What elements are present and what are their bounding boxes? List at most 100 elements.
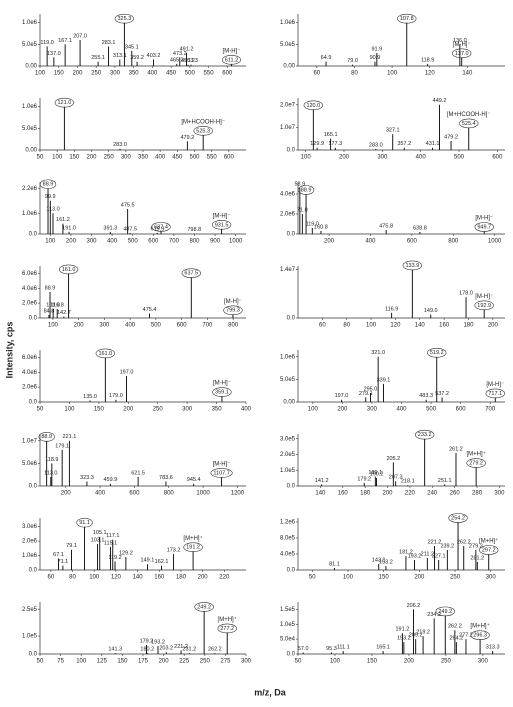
ion-annotation: [M+H]⁺ bbox=[218, 616, 237, 623]
peak-label: 251.1 bbox=[438, 478, 452, 484]
y-tick-label: 0.0 bbox=[29, 400, 38, 406]
y-tick-label: 1.0e6 bbox=[22, 553, 38, 559]
ion-annotation: [M-H]⁻ bbox=[213, 213, 231, 219]
x-tick-label: 200 bbox=[66, 239, 77, 245]
peak-label: 321.0 bbox=[371, 350, 385, 356]
peak-label: 519.2 bbox=[430, 350, 444, 356]
x-tick-label: 250 bbox=[441, 659, 452, 665]
peak-label: 117.1 bbox=[106, 533, 119, 539]
y-tick-label: 1.2e6 bbox=[280, 520, 296, 526]
peak-label: 165.1 bbox=[324, 132, 338, 138]
peak-label: 479.2 bbox=[180, 135, 194, 141]
x-tick-label: 150 bbox=[117, 659, 128, 665]
peak-label: 79.1 bbox=[66, 543, 77, 549]
peak-label: 525.3 bbox=[196, 128, 210, 134]
peak-label: 141.2 bbox=[315, 478, 329, 484]
x-tick-label: 100 bbox=[330, 659, 341, 665]
x-tick-label: 180 bbox=[176, 575, 187, 581]
peak-label: 262.2 bbox=[448, 624, 462, 630]
x-tick-label: 600 bbox=[456, 407, 467, 413]
peak-label: 119.0 bbox=[306, 221, 319, 227]
x-tick-label: 550 bbox=[207, 155, 218, 161]
x-tick-label: 300 bbox=[377, 155, 388, 161]
peak-label: 945.4 bbox=[187, 477, 201, 483]
ion-annotation: [M+H]⁺ bbox=[466, 451, 485, 458]
peak-label: 525.4 bbox=[462, 121, 476, 127]
circle-highlight bbox=[211, 220, 232, 230]
peak-label: 101.0 bbox=[46, 303, 60, 309]
y-tick-label: 5.0e4 bbox=[280, 637, 296, 643]
peak-label: 345.1 bbox=[125, 44, 139, 50]
x-tick-label: 900 bbox=[210, 239, 221, 245]
x-tick-label: 700 bbox=[485, 407, 496, 413]
x-tick-label: 180 bbox=[360, 491, 371, 497]
y-tick-label: 1.0e6 bbox=[22, 104, 38, 110]
x-tick-label: 500 bbox=[128, 239, 139, 245]
y-tick-label: 2.0e7 bbox=[280, 102, 296, 108]
x-tick-label: 200 bbox=[72, 71, 83, 77]
y-tick-label: 2.0e6 bbox=[22, 385, 38, 391]
x-tick-label: 75 bbox=[57, 659, 64, 665]
x-tick-label: 100 bbox=[45, 239, 56, 245]
x-tick-label: 800 bbox=[164, 491, 175, 497]
peak-label: 64.9 bbox=[321, 55, 332, 61]
x-tick-label: 100 bbox=[52, 155, 63, 161]
y-tick-label: 0.0 bbox=[287, 568, 296, 574]
peak-label: 116.9 bbox=[385, 306, 398, 312]
peak-label: 189.1 bbox=[368, 470, 382, 476]
x-tick-label: 200 bbox=[61, 491, 72, 497]
x-tick-label: 140 bbox=[133, 575, 144, 581]
circle-highlight bbox=[397, 13, 417, 24]
peak-label: 279.2 bbox=[469, 543, 483, 549]
x-tick-label: 400 bbox=[147, 71, 158, 77]
circle-highlight bbox=[217, 623, 237, 634]
x-tick-label: 500 bbox=[151, 323, 162, 329]
peak-label: 483.3 bbox=[419, 393, 433, 399]
circle-highlight bbox=[303, 100, 324, 111]
x-tick-label: 200 bbox=[488, 323, 499, 329]
peak-label: 105.1 bbox=[93, 530, 107, 536]
x-tick-label: 100 bbox=[343, 575, 354, 581]
circle-highlight bbox=[466, 458, 486, 468]
peak-label: 231.2 bbox=[182, 647, 196, 653]
ion-annotation: [M-H]⁻ bbox=[486, 382, 504, 388]
peak-label: 323.3 bbox=[80, 475, 94, 481]
y-tick-label: 1.0e6 bbox=[280, 354, 296, 360]
x-tick-label: 300 bbox=[367, 407, 378, 413]
peak-label: 279.2 bbox=[469, 461, 483, 467]
peak-label: 473.2 bbox=[173, 51, 187, 57]
peak-label: 339.1 bbox=[377, 377, 391, 383]
y-tick-label: 1.0e5 bbox=[280, 622, 296, 628]
peak-label: 621.5 bbox=[131, 470, 145, 476]
x-tick-label: 300 bbox=[494, 491, 505, 497]
x-tick-label: 200 bbox=[123, 407, 134, 413]
peak-label: 113.0 bbox=[46, 207, 59, 213]
peak-label: 221.2 bbox=[174, 644, 188, 650]
peak-label: 277.2 bbox=[459, 633, 473, 639]
peak-label: 120.0 bbox=[306, 103, 320, 109]
axis bbox=[39, 434, 246, 487]
peak-label: 161.0 bbox=[62, 267, 76, 273]
x-tick-label: 200 bbox=[159, 659, 170, 665]
peak-label: 173.2 bbox=[167, 548, 181, 554]
y-tick-label: 5.0e5 bbox=[280, 42, 296, 48]
peak-label: 219.2 bbox=[416, 630, 430, 636]
x-tick-label: 800 bbox=[189, 239, 200, 245]
x-tick-label: 400 bbox=[155, 155, 166, 161]
x-tick-label: 200 bbox=[337, 407, 348, 413]
x-tick-label: 300 bbox=[241, 659, 252, 665]
x-tick-label: 350 bbox=[129, 71, 140, 77]
peak-label: 71.0 bbox=[297, 207, 308, 213]
peak-label: 88.9 bbox=[301, 187, 312, 193]
peak-label: 327.1 bbox=[386, 128, 400, 134]
x-tick-label: 300 bbox=[86, 239, 97, 245]
peak-label: 313.3 bbox=[486, 644, 500, 650]
peak-label: 313.1 bbox=[113, 53, 127, 59]
peak-label: 95.3 bbox=[326, 646, 337, 652]
x-tick-label: 300 bbox=[478, 659, 489, 665]
circle-highlight bbox=[221, 55, 241, 65]
x-axis-label: m/z, Da bbox=[254, 687, 287, 697]
y-tick-label: 0.0 bbox=[287, 484, 296, 490]
peak-label: 121.0 bbox=[57, 100, 71, 106]
peak-label: 465.2 bbox=[170, 57, 184, 63]
